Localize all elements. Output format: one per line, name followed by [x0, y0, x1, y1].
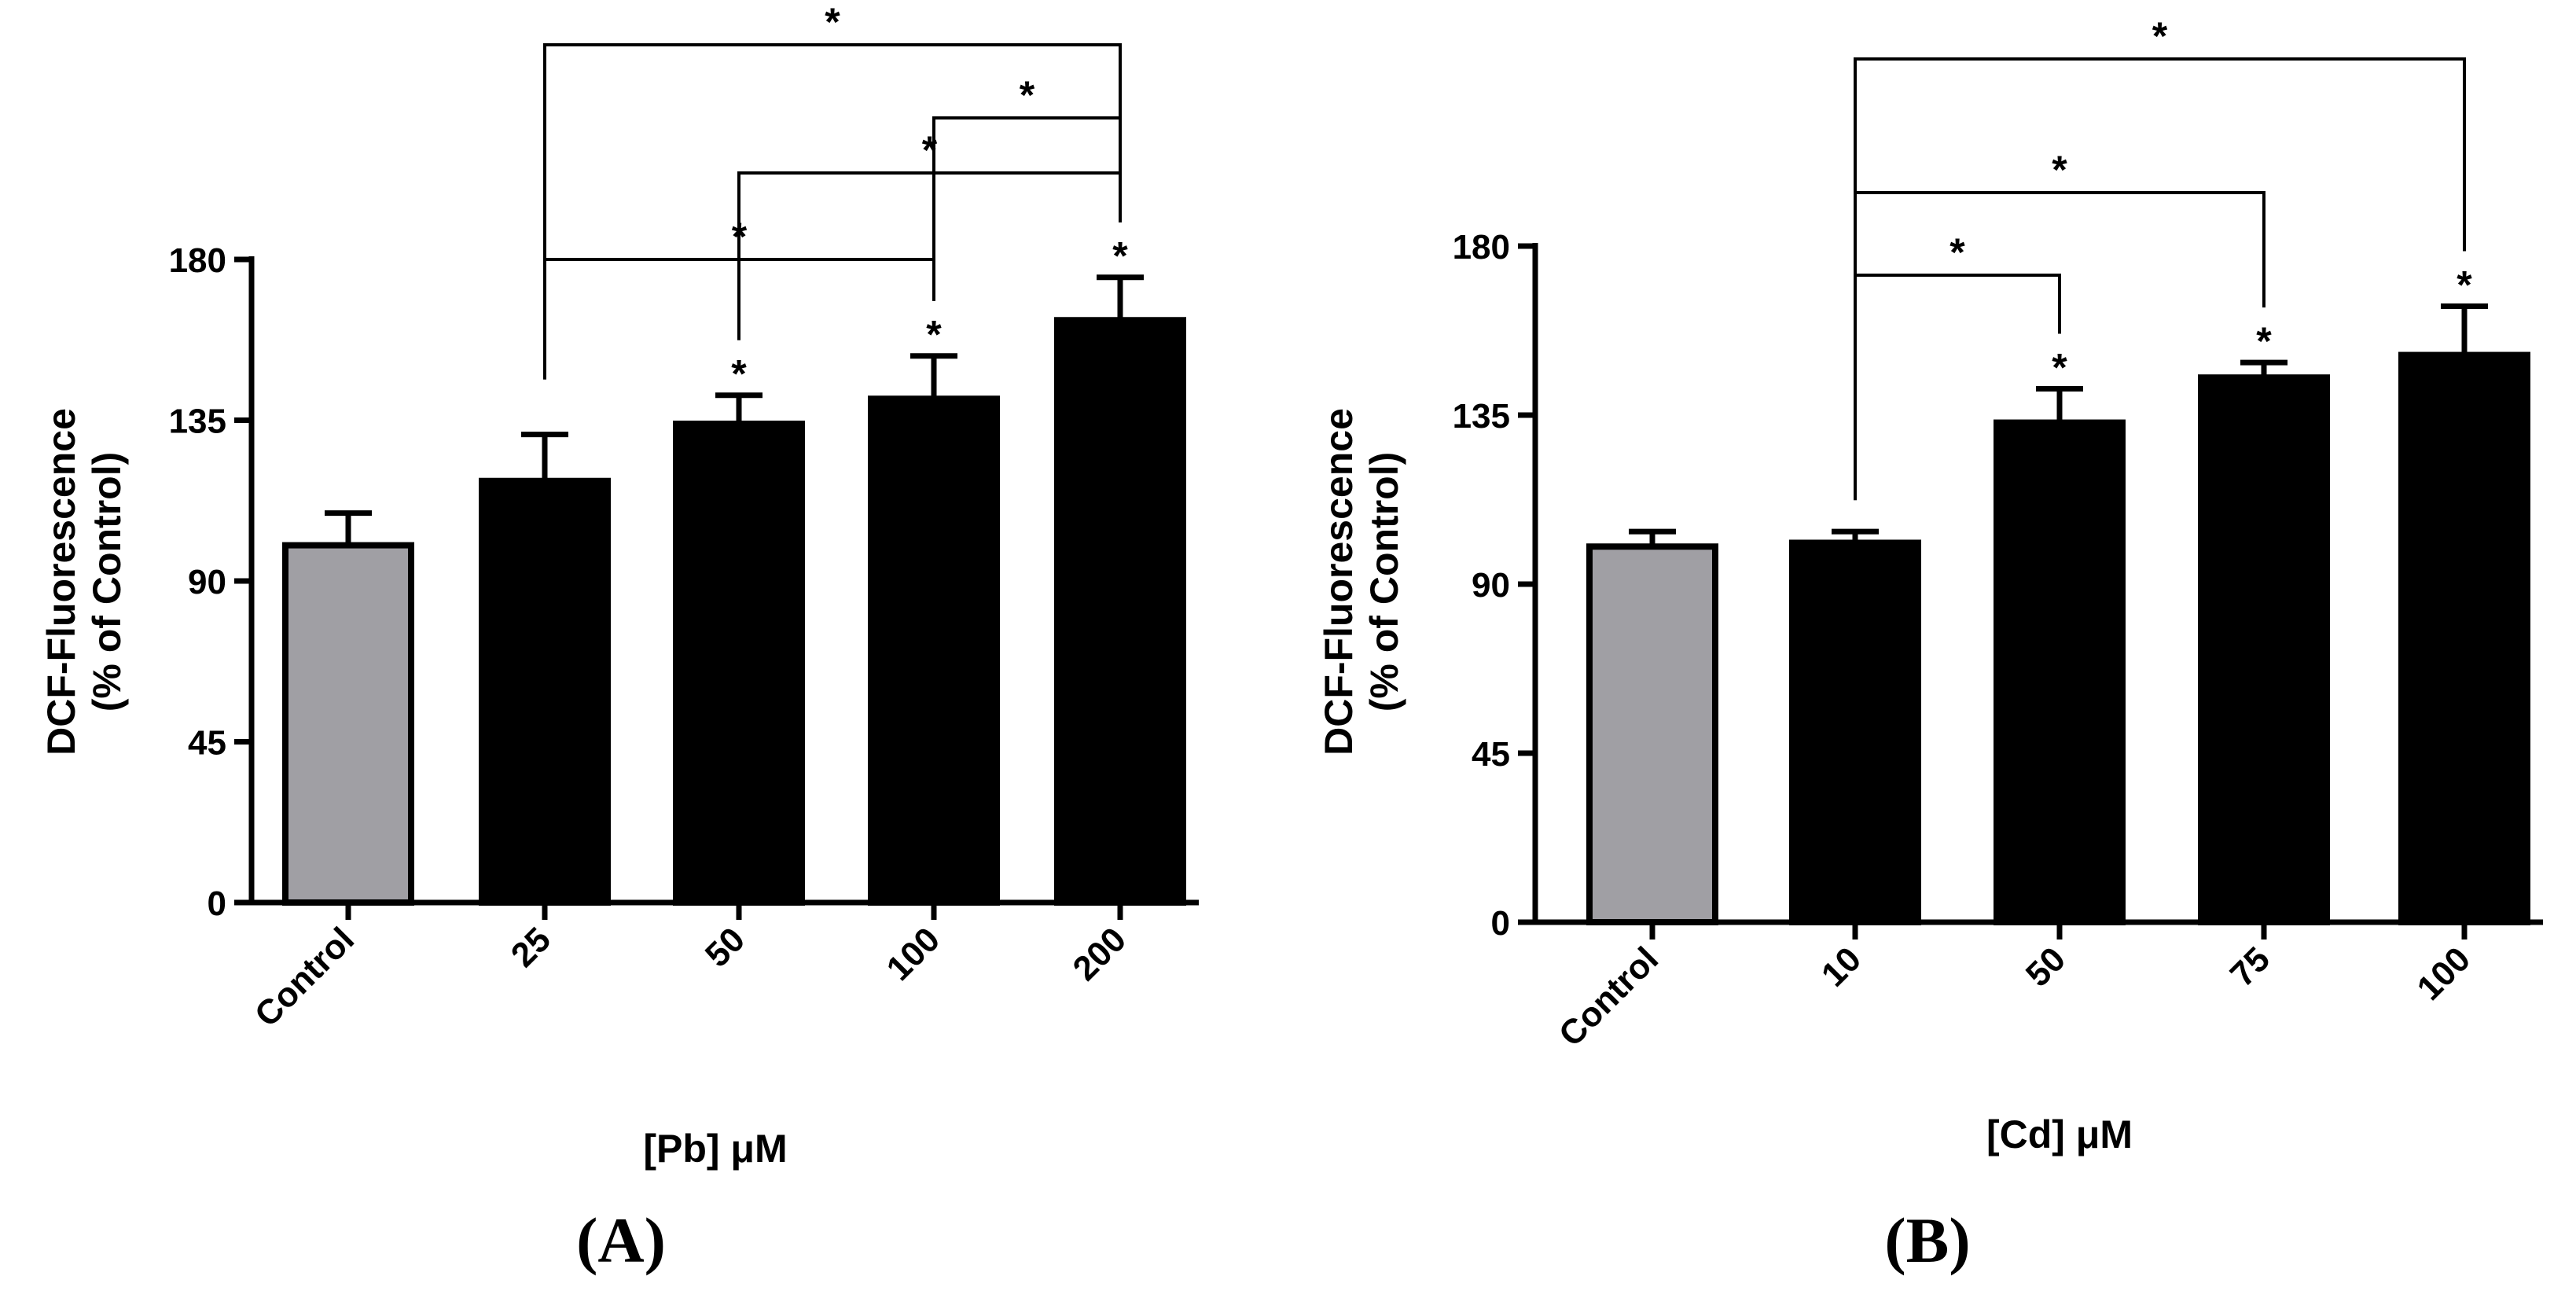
- bracket-star: *: [1020, 73, 1035, 117]
- significance-mark: *: [2256, 319, 2272, 363]
- y-axis-title-line2: (% of Control): [1362, 452, 1406, 712]
- panel-label: (B): [1884, 1204, 1970, 1276]
- chart-panel-b: * * * 0 45 90 135 180 Control 10 50 75 100 * * * DCF-Flu…: [1317, 14, 2543, 1276]
- bar-75: [2198, 374, 2330, 925]
- bar-10: [1789, 539, 1921, 925]
- x-tick-label: Control: [248, 920, 362, 1034]
- bar-50: [673, 421, 805, 906]
- x-tick-label: 200: [1066, 920, 1134, 988]
- bracket-star: *: [825, 0, 840, 44]
- significance-bracket: [1854, 57, 2466, 501]
- x-tick-label: 75: [2223, 939, 2277, 994]
- x-axis-title: [Cd] μM: [1986, 1112, 2133, 1156]
- bar-200: [1054, 317, 1186, 906]
- y-axis-title: DCF-Fluorescence(% of Control): [39, 408, 129, 756]
- x-tick-label: 50: [2019, 939, 2073, 994]
- significance-bracket: [1854, 274, 2061, 501]
- y-tick-label: 135: [1453, 397, 1510, 436]
- y-tick-label: 180: [1453, 228, 1510, 267]
- significance-mark: *: [1112, 234, 1128, 278]
- y-tick-label: 45: [1472, 735, 1510, 774]
- y-tick-label: 180: [169, 241, 226, 280]
- y-axis-title: DCF-Fluorescence(% of Control): [1317, 408, 1406, 756]
- x-tick-label: 100: [880, 920, 948, 988]
- bracket-star: *: [2152, 14, 2168, 58]
- bar-100: [868, 395, 1000, 906]
- bar-50: [1994, 419, 2126, 925]
- bracket-star: *: [2052, 148, 2067, 192]
- x-tick-label: 10: [1814, 939, 1869, 994]
- bracket-star: *: [732, 215, 748, 259]
- chart-panel-a: * * * 0 45 90 135 180 Control 25 50 100 200 * * * * DCF-F…: [39, 0, 1199, 1276]
- y-axis-title-line2: (% of Control): [85, 452, 129, 712]
- bar-Control: [1586, 543, 1718, 925]
- x-axis-title: [Pb] μM: [643, 1127, 787, 1171]
- x-tick-label: 100: [2410, 939, 2479, 1008]
- bar-25: [479, 477, 611, 906]
- bracket-star: *: [922, 128, 938, 172]
- significance-mark: *: [926, 313, 942, 357]
- y-axis-title-line1: DCF-Fluorescence: [1317, 408, 1361, 756]
- x-tick-label: Control: [1552, 939, 1666, 1053]
- y-axis-title-line1: DCF-Fluorescence: [39, 408, 83, 756]
- x-tick-label: 50: [698, 920, 752, 974]
- y-tick-label: 90: [1472, 566, 1510, 605]
- y-tick-label: 45: [188, 724, 226, 763]
- y-tick-label: 90: [188, 563, 226, 601]
- significance-bracket: [543, 258, 935, 380]
- bracket-star: *: [1949, 230, 1965, 274]
- bar-Control: [282, 542, 414, 906]
- y-tick-label: 0: [1491, 904, 1510, 943]
- x-tick-label: 25: [504, 920, 558, 974]
- y-tick-label: 135: [169, 403, 226, 441]
- significance-mark: *: [2457, 263, 2472, 307]
- significance-bracket: [932, 116, 1122, 301]
- y-tick-label: 0: [208, 884, 226, 923]
- bar-100: [2398, 351, 2530, 925]
- panel-label: (A): [576, 1204, 666, 1276]
- significance-bracket: [737, 171, 1122, 340]
- significance-mark: *: [2052, 346, 2067, 390]
- significance-mark: *: [731, 352, 747, 396]
